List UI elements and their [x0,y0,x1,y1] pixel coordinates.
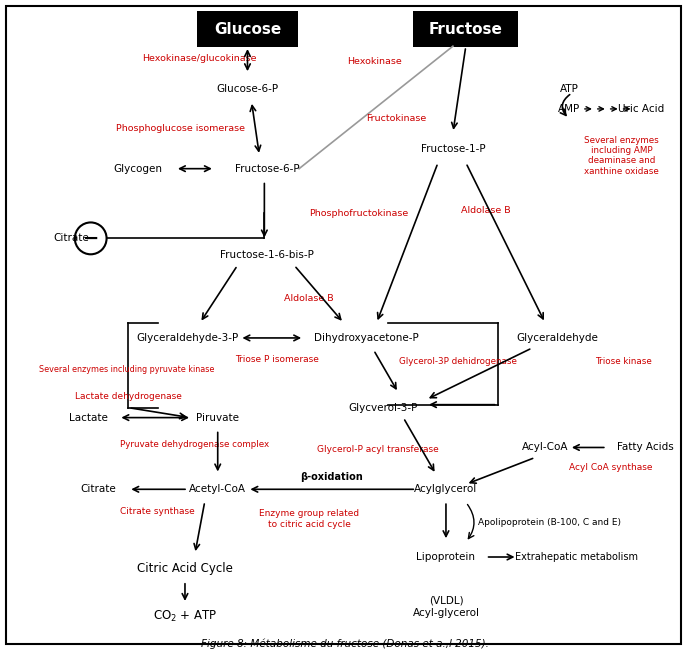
Text: Triose P isomerase: Triose P isomerase [235,356,319,365]
Text: Fructose-1-P: Fructose-1-P [421,144,485,154]
Text: Aldolase B: Aldolase B [461,206,511,215]
Text: Uric Acid: Uric Acid [618,104,664,114]
Text: Lactate dehydrogenase: Lactate dehydrogenase [75,392,182,401]
Text: Glyceraldehyde-3-P: Glyceraldehyde-3-P [137,333,239,343]
Text: Apolipoprotein (B-100, C and E): Apolipoprotein (B-100, C and E) [477,517,621,526]
FancyBboxPatch shape [197,11,298,47]
Text: Enzyme group related
to citric acid cycle: Enzyme group related to citric acid cycl… [259,510,359,529]
Text: Glycerol-3P dehidrogenase: Glycerol-3P dehidrogenase [399,358,517,367]
Text: Glucose: Glucose [214,21,281,37]
Text: Piruvate: Piruvate [196,413,239,422]
Text: Extrahepatic metabolism: Extrahepatic metabolism [515,552,638,562]
Text: Lipoprotein: Lipoprotein [417,552,475,562]
Text: Several enzymes including pyruvate kinase: Several enzymes including pyruvate kinas… [39,365,215,374]
Text: −: − [83,229,99,248]
Text: Hexokinase: Hexokinase [347,57,402,66]
Text: Citrate: Citrate [81,484,117,494]
Text: Citrate synthase: Citrate synthase [121,507,195,515]
Text: (VLDL)
Acyl-glycerol: (VLDL) Acyl-glycerol [413,596,480,618]
Text: Fructokinase: Fructokinase [366,114,426,124]
Text: Phosphofructokinase: Phosphofructokinase [309,209,408,218]
Text: Glycerol-P acyl transferase: Glycerol-P acyl transferase [317,445,439,454]
Text: Aldolase B: Aldolase B [284,294,334,303]
Text: Acyl-CoA: Acyl-CoA [522,443,569,452]
Text: β-oxidation: β-oxidation [300,473,363,482]
Text: Glyceraldehyde: Glyceraldehyde [516,333,598,343]
Text: Acylglycerol: Acylglycerol [414,484,477,494]
Text: Fructose-1-6-bis-P: Fructose-1-6-bis-P [220,250,314,260]
Text: Figure 8: Métabolisme du fructose (Donas et a.,l 2015).: Figure 8: Métabolisme du fructose (Donas… [201,638,489,649]
Text: Glucose-6-P: Glucose-6-P [217,84,279,94]
Text: Several enzymes
including AMP
deaminase and
xanthine oxidase: Several enzymes including AMP deaminase … [584,136,659,176]
Text: AMP: AMP [558,104,580,114]
Text: Fatty Acids: Fatty Acids [617,443,673,452]
Text: Pyruvate dehydrogenase complex: Pyruvate dehydrogenase complex [121,440,270,449]
Text: Triose kinase: Triose kinase [595,358,651,367]
Text: Fructose: Fructose [429,21,503,37]
Text: Citrate: Citrate [53,233,89,243]
Text: Phosphoglucose isomerase: Phosphoglucose isomerase [115,124,244,133]
Text: Citric Acid Cycle: Citric Acid Cycle [137,562,233,575]
Text: Glycverol-3-P: Glycverol-3-P [348,402,418,413]
Text: Fructose-6-P: Fructose-6-P [235,164,299,174]
Text: Hexokinase/glucokinase: Hexokinase/glucokinase [143,54,257,62]
Text: Glycogen: Glycogen [114,164,163,174]
Text: CO$_2$ + ATP: CO$_2$ + ATP [152,609,217,624]
Text: Acetyl-CoA: Acetyl-CoA [189,484,246,494]
Text: ATP: ATP [560,84,578,94]
Text: Dihydroxyacetone-P: Dihydroxyacetone-P [314,333,419,343]
Text: Lactate: Lactate [69,413,108,422]
Text: Acyl CoA synthase: Acyl CoA synthase [569,463,653,472]
FancyBboxPatch shape [413,11,518,47]
